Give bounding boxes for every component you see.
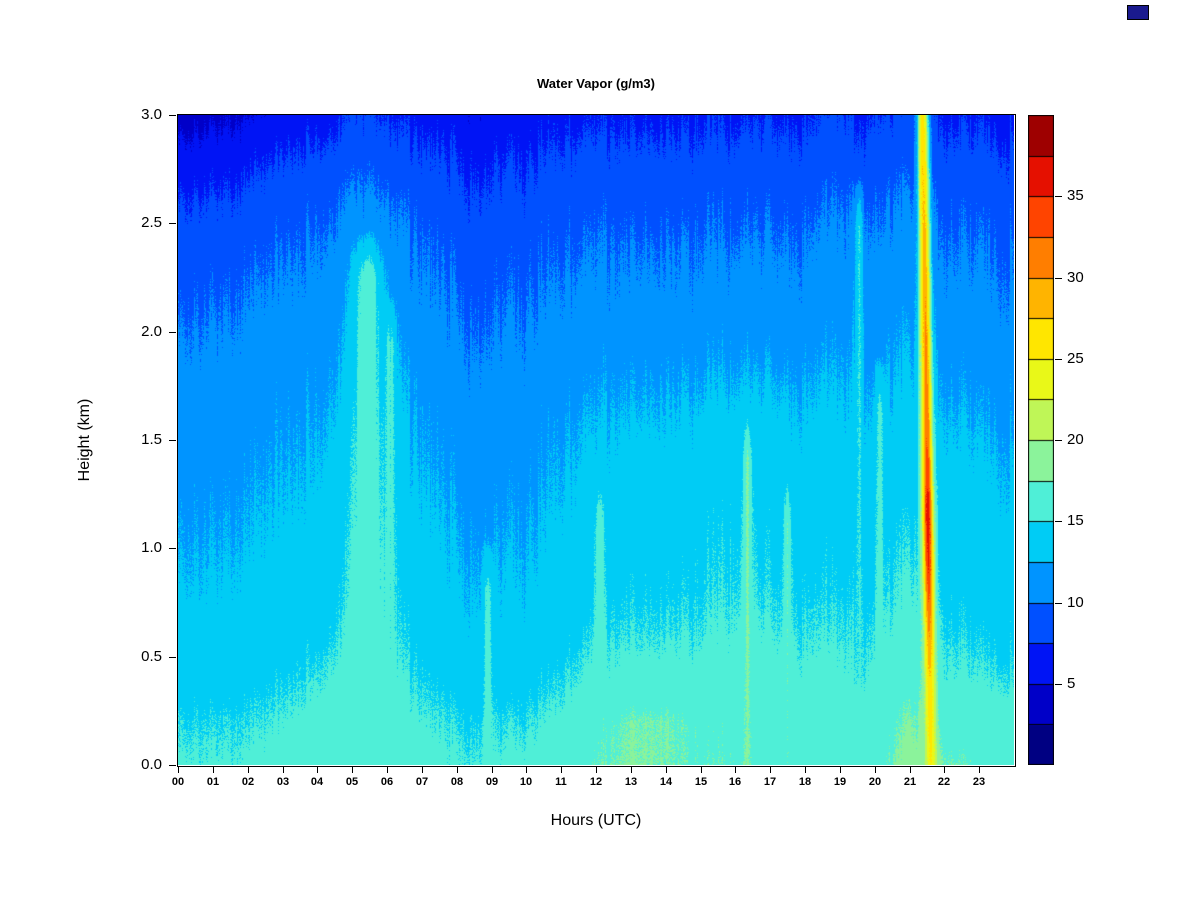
y-tick-label: 0.5	[141, 648, 162, 665]
x-tick-label: 23	[972, 776, 986, 788]
x-tick-label: 03	[276, 776, 290, 788]
x-tick-mark	[979, 766, 980, 773]
y-tick-mark	[169, 440, 176, 441]
x-tick-mark	[561, 766, 562, 773]
x-tick-label: 02	[241, 776, 255, 788]
x-tick-mark	[492, 766, 493, 773]
x-tick-label: 10	[519, 776, 533, 788]
x-tick-label: 13	[624, 776, 638, 788]
y-tick-label: 1.0	[141, 539, 162, 556]
colorbar-tick-mark	[1055, 603, 1062, 604]
colorbar-tick-label: 10	[1067, 594, 1084, 611]
x-tick-mark	[805, 766, 806, 773]
x-tick-mark	[735, 766, 736, 773]
x-tick-label: 09	[485, 776, 499, 788]
x-tick-label: 04	[310, 776, 324, 788]
colorbar-tick-label: 5	[1067, 675, 1076, 692]
x-tick-label: 21	[903, 776, 917, 788]
x-tick-mark	[352, 766, 353, 773]
x-tick-mark	[317, 766, 318, 773]
colorbar-tick-mark	[1055, 440, 1062, 441]
colorbar-tick-mark	[1055, 359, 1062, 360]
x-tick-label: 19	[833, 776, 847, 788]
x-tick-mark	[770, 766, 771, 773]
colorbar-tick-mark	[1055, 196, 1062, 197]
x-tick-label: 08	[450, 776, 464, 788]
colorbar-tick-mark	[1055, 521, 1062, 522]
y-tick-label: 2.5	[141, 214, 162, 231]
y-tick-label: 0.0	[141, 756, 162, 773]
colorbar	[1028, 115, 1054, 765]
x-tick-mark	[213, 766, 214, 773]
colorbar-tick-label: 25	[1067, 350, 1084, 367]
x-tick-mark	[457, 766, 458, 773]
x-tick-mark	[944, 766, 945, 773]
y-axis-label: Height (km)	[76, 398, 93, 482]
x-tick-mark	[248, 766, 249, 773]
x-tick-label: 12	[589, 776, 603, 788]
colorbar-tick-label: 30	[1067, 269, 1084, 286]
x-tick-label: 17	[763, 776, 777, 788]
heatmap-canvas	[178, 115, 1014, 765]
y-tick-mark	[169, 332, 176, 333]
colorbar-tick-mark	[1055, 684, 1062, 685]
colorbar-tick-label: 35	[1067, 187, 1084, 204]
colorbar-tick-mark	[1055, 278, 1062, 279]
x-tick-label: 16	[728, 776, 742, 788]
y-tick-mark	[169, 115, 176, 116]
x-tick-label: 14	[659, 776, 673, 788]
y-tick-label: 2.0	[141, 323, 162, 340]
x-tick-mark	[840, 766, 841, 773]
x-tick-label: 01	[206, 776, 220, 788]
x-tick-label: 05	[345, 776, 359, 788]
x-tick-mark	[178, 766, 179, 773]
colorbar-tick-label: 20	[1067, 431, 1084, 448]
x-tick-label: 22	[937, 776, 951, 788]
x-tick-mark	[666, 766, 667, 773]
x-tick-mark	[631, 766, 632, 773]
x-tick-label: 07	[415, 776, 429, 788]
x-tick-mark	[701, 766, 702, 773]
colorbar-tick-label: 15	[1067, 512, 1084, 529]
x-axis-label: Hours (UTC)	[550, 812, 642, 829]
y-tick-label: 3.0	[141, 106, 162, 123]
x-tick-label: 15	[694, 776, 708, 788]
x-tick-label: 18	[798, 776, 812, 788]
chart-title: Water Vapor (g/m3)	[537, 76, 655, 91]
x-tick-mark	[526, 766, 527, 773]
y-tick-mark	[169, 657, 176, 658]
corner-color-swatch	[1127, 5, 1149, 20]
x-tick-label: 06	[380, 776, 394, 788]
y-tick-mark	[169, 548, 176, 549]
x-tick-mark	[875, 766, 876, 773]
y-tick-label: 1.5	[141, 431, 162, 448]
x-tick-label: 11	[555, 776, 567, 788]
x-tick-label: 00	[171, 776, 185, 788]
x-tick-mark	[283, 766, 284, 773]
x-tick-mark	[910, 766, 911, 773]
x-tick-mark	[387, 766, 388, 773]
y-tick-mark	[169, 223, 176, 224]
x-tick-label: 20	[868, 776, 882, 788]
y-tick-mark	[169, 765, 176, 766]
x-tick-mark	[596, 766, 597, 773]
x-tick-mark	[422, 766, 423, 773]
